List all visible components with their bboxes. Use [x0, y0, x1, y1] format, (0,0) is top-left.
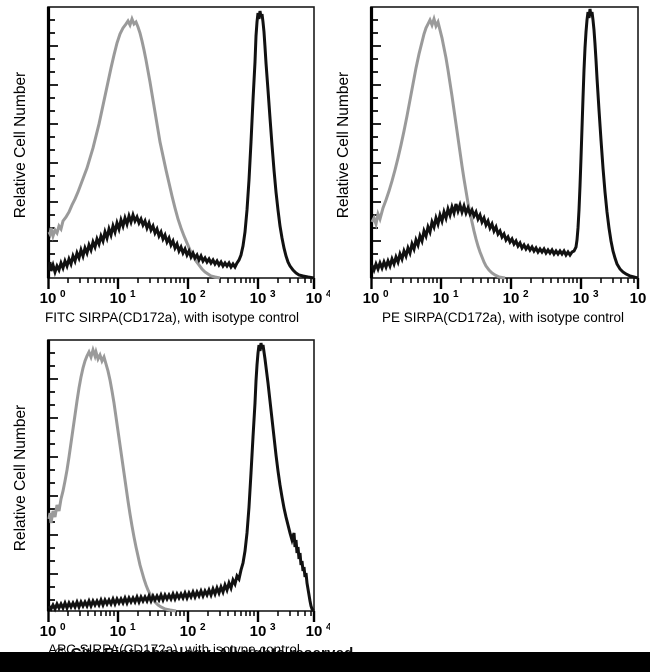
x-axis-ticks	[47, 611, 316, 622]
x-tick-4: 10	[630, 290, 647, 307]
isotype-control-curve	[47, 344, 177, 613]
panel-apc: Relative Cell Number	[0, 333, 330, 658]
x-tick-0: 10	[40, 290, 57, 307]
x-tick-2: 10	[180, 623, 197, 640]
x-tick-0-exp: 0	[383, 289, 389, 300]
sample-curve	[370, 8, 639, 280]
x-tick-1-exp: 1	[130, 289, 136, 300]
x-tick-2-exp: 2	[200, 622, 206, 633]
x-tick-0: 10	[363, 290, 380, 307]
x-tick-1-exp: 1	[130, 622, 136, 633]
panel-fitc: Relative Cell Number	[0, 0, 330, 330]
plot-frame	[47, 339, 315, 612]
x-tick-labels: 10 0 10 1 10 2 10 3 10 4	[363, 289, 647, 307]
x-tick-0: 10	[40, 623, 57, 640]
x-tick-4: 10	[306, 623, 323, 640]
x-tick-3-exp: 3	[270, 289, 276, 300]
x-tick-3-exp: 3	[593, 289, 599, 300]
x-tick-1: 10	[433, 290, 450, 307]
x-axis-ticks	[47, 278, 316, 289]
x-tick-labels: 10 0 10 1 10 2 10 3 10 4	[40, 289, 330, 307]
x-tick-labels: 10 0 10 1 10 2 10 3 10 4	[40, 622, 330, 640]
x-tick-1: 10	[110, 290, 127, 307]
x-tick-4: 10	[306, 290, 323, 307]
x-tick-1-exp: 1	[453, 289, 459, 300]
x-tick-3: 10	[250, 290, 267, 307]
x-tick-0-exp: 0	[60, 289, 66, 300]
bottom-black-band	[0, 652, 650, 672]
y-axis-ticks	[48, 352, 58, 601]
sample-curve	[47, 10, 315, 280]
isotype-control-curve	[47, 14, 221, 280]
x-tick-2: 10	[180, 290, 197, 307]
y-axis-label: Relative Cell Number	[12, 405, 29, 551]
x-tick-3: 10	[250, 623, 267, 640]
x-axis-label: PE SIRPA(CD172a), with isotype control	[382, 310, 624, 325]
x-tick-1: 10	[110, 623, 127, 640]
plot-frame	[47, 6, 315, 279]
x-tick-2-exp: 2	[200, 289, 206, 300]
x-tick-0-exp: 0	[60, 622, 66, 633]
panel-pe: Relative Cell Number	[325, 0, 650, 330]
x-tick-2-exp: 2	[523, 289, 529, 300]
x-tick-4-exp: 4	[326, 289, 330, 300]
panel-pe-plot: Relative Cell Number	[335, 6, 647, 325]
panel-fitc-plot: Relative Cell Number	[12, 6, 330, 325]
y-axis-label: Relative Cell Number	[12, 72, 29, 218]
sample-curve	[47, 342, 316, 613]
y-axis-label: Relative Cell Number	[335, 72, 352, 218]
x-tick-3-exp: 3	[270, 622, 276, 633]
x-tick-2: 10	[503, 290, 520, 307]
isotype-control-curve	[370, 13, 506, 280]
y-axis-ticks	[371, 19, 381, 268]
x-tick-4-exp: 4	[326, 622, 330, 633]
x-axis-label: FITC SIRPA(CD172a), with isotype control	[45, 310, 299, 325]
x-tick-3: 10	[573, 290, 590, 307]
x-axis-ticks	[370, 278, 640, 289]
panel-apc-plot: Relative Cell Number	[12, 339, 330, 657]
